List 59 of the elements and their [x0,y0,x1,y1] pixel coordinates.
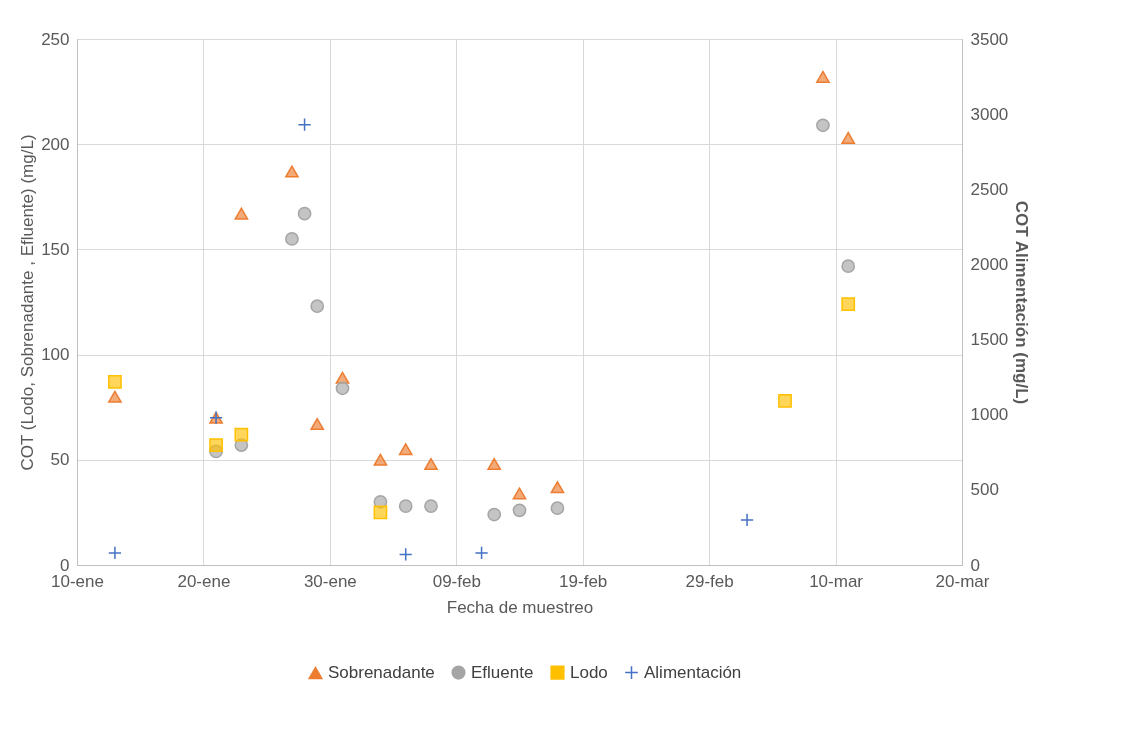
point [816,118,830,133]
legend-label: Sobrenadante [328,663,435,683]
point [297,206,312,221]
x-tick-label: 30-ene [303,571,357,591]
x-axis-title: Fecha de muestreo [446,597,594,617]
legend-label: Alimentación [644,662,742,682]
point [310,299,325,314]
point [550,501,565,516]
y2-tick-label: 3500 [970,29,1009,49]
point [373,505,388,520]
point [234,427,249,442]
legend-label: Lodo [570,662,608,682]
y2-tick-label: 1500 [970,330,1009,350]
y-axis-title: COT (Lodo, Sobrenadante , Efluente) (mg/L) [18,134,38,471]
point [108,390,122,403]
y2-tick-label: 500 [970,480,999,500]
point [424,499,438,513]
x-tick-label: 29-feb [685,571,734,591]
point [310,417,325,431]
point [512,487,527,500]
x-tick-label: 10-mar [809,571,864,591]
y-tick-label: 100 [41,345,70,365]
x-tick-label: 20-ene [177,571,231,591]
y-tick-label: 250 [41,29,70,49]
point [398,443,413,456]
point [108,375,122,389]
point [487,507,502,522]
y2-tick-label: 2000 [970,254,1009,274]
point [841,131,856,144]
point [335,381,350,396]
y-tick-label: 50 [50,450,70,470]
point [550,481,565,494]
x-tick-label: 19-feb [559,571,608,591]
y2-tick-label: 2500 [970,179,1009,199]
point [474,546,489,560]
point [816,70,830,83]
y2-axis-title: COT Alimentación (mg/L) [1012,200,1032,405]
point [373,453,388,466]
point [487,457,502,471]
point [108,546,122,560]
point [285,165,299,178]
point [740,513,754,527]
y-tick-label: 200 [41,134,70,154]
point [234,207,249,220]
y-tick-label: 150 [41,239,70,259]
point [285,232,299,246]
y2-tick-label: 1000 [970,405,1009,425]
x-tick-label: 09-feb [432,571,481,591]
point [841,259,856,274]
point [778,394,792,408]
point [424,457,438,471]
point [398,547,413,562]
point [297,117,312,132]
point [841,297,856,311]
point [209,438,223,452]
legend-label: Efluente [471,662,534,682]
point [398,499,413,513]
point [512,503,527,518]
y2-tick-label: 3000 [970,104,1009,124]
